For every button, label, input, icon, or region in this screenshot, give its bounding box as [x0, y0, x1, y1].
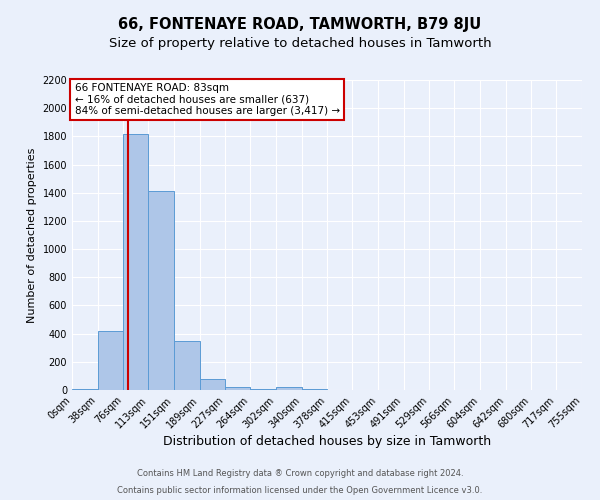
Bar: [250, 388, 276, 390]
Text: 66, FONTENAYE ROAD, TAMWORTH, B79 8JU: 66, FONTENAYE ROAD, TAMWORTH, B79 8JU: [118, 18, 482, 32]
Text: Contains HM Land Registry data ® Crown copyright and database right 2024.: Contains HM Land Registry data ® Crown c…: [137, 468, 463, 477]
Bar: [174, 340, 200, 390]
Y-axis label: Number of detached properties: Number of detached properties: [27, 148, 37, 322]
Bar: [276, 387, 302, 390]
Text: Size of property relative to detached houses in Tamworth: Size of property relative to detached ho…: [109, 38, 491, 51]
Bar: [226, 387, 250, 390]
Bar: [148, 190, 174, 390]
Bar: [72, 388, 98, 390]
X-axis label: Distribution of detached houses by size in Tamworth: Distribution of detached houses by size …: [163, 436, 491, 448]
Bar: [200, 380, 226, 390]
Text: 66 FONTENAYE ROAD: 83sqm
← 16% of detached houses are smaller (637)
84% of semi-: 66 FONTENAYE ROAD: 83sqm ← 16% of detach…: [74, 83, 340, 116]
Bar: [124, 134, 148, 390]
Text: Contains public sector information licensed under the Open Government Licence v3: Contains public sector information licen…: [118, 486, 482, 495]
Bar: [98, 331, 124, 390]
